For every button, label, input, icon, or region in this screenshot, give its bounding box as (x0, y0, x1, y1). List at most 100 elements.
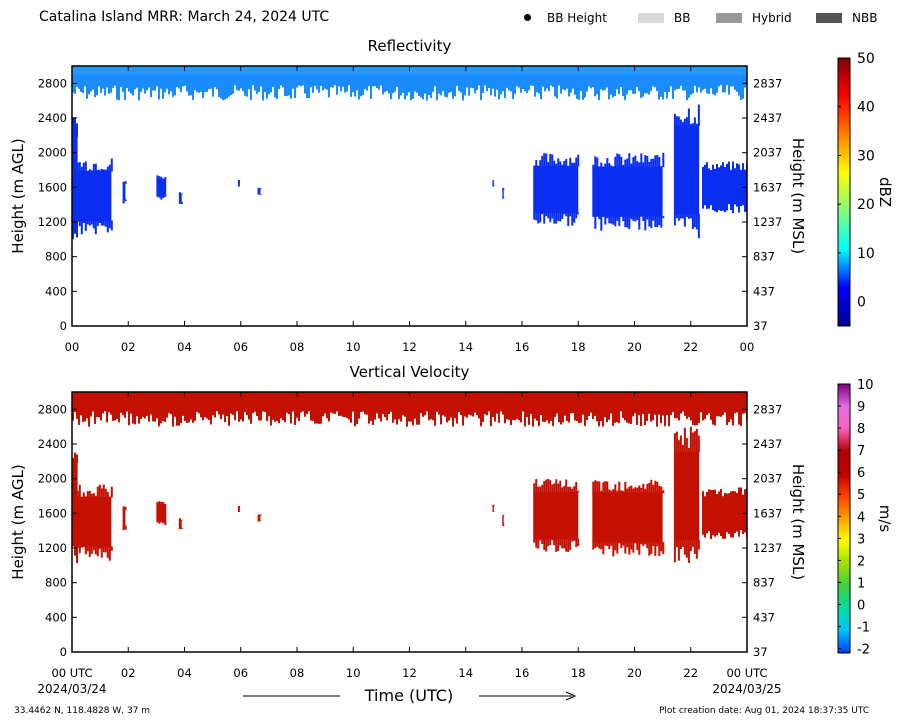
echo-streak (190, 84, 192, 96)
x-tick-label: 10 (346, 340, 361, 354)
echo-streak (334, 410, 336, 414)
echo-streak (642, 410, 644, 415)
echo-streak (160, 176, 163, 180)
echo-streak (514, 84, 516, 94)
echo-streak (314, 84, 316, 86)
echo-streak (672, 84, 674, 99)
echo-streak (530, 410, 532, 415)
echo-streak (132, 410, 134, 424)
echo-streak (414, 84, 416, 92)
echo-streak (672, 410, 674, 412)
echo-streak (673, 213, 676, 226)
echo-streak (630, 542, 633, 550)
echo-streak (602, 410, 604, 427)
echo-streak (604, 481, 607, 494)
echo-streak (214, 410, 216, 418)
x-tick-label: 16 (515, 666, 530, 680)
echo-streak (522, 410, 524, 412)
echo-streak (628, 410, 630, 424)
echo-streak (306, 84, 308, 99)
echo-streak (160, 84, 162, 89)
echo-streak (82, 410, 84, 422)
echo-streak (120, 84, 122, 87)
echo-streak (104, 488, 107, 498)
echo-streak (693, 431, 696, 453)
echo-streak (535, 538, 538, 548)
colorbar-gradient (837, 383, 851, 654)
echo-streak (156, 521, 159, 523)
echo-streak (252, 410, 254, 414)
echo-streak (604, 542, 607, 546)
echo-streak (154, 410, 156, 422)
echo-streak (312, 410, 314, 421)
echo-streak (662, 216, 665, 219)
echo-streak (538, 84, 540, 94)
echo-region (492, 180, 495, 187)
colorbar-tick-label: 4 (857, 510, 865, 525)
echo-streak (533, 538, 536, 543)
echo-streak (92, 410, 94, 412)
echo-streak (600, 542, 603, 550)
echo-streak (94, 546, 97, 555)
echo-streak (744, 84, 746, 88)
echo-streak (584, 84, 586, 98)
echo-streak (84, 84, 86, 87)
echo-streak (330, 84, 332, 88)
echo-streak (692, 84, 694, 94)
echo-streak (532, 84, 534, 87)
echo-streak (510, 410, 512, 426)
echo-streak (592, 410, 594, 420)
echo-streak (652, 410, 654, 421)
echo-streak (694, 410, 696, 426)
echo-streak (400, 84, 402, 96)
echo-streak (565, 479, 568, 493)
echo-streak (156, 501, 159, 506)
echo-streak (716, 203, 718, 213)
echo-streak (350, 410, 352, 423)
echo-streak (106, 84, 108, 88)
echo-streak (248, 410, 250, 420)
echo-streak (152, 410, 154, 422)
echo-streak (726, 529, 728, 533)
echo-streak (608, 542, 611, 550)
echo-core (592, 492, 663, 543)
echo-streak (612, 216, 615, 225)
echo-streak (428, 410, 430, 421)
echo-core (492, 506, 494, 512)
echo-streak (366, 84, 368, 91)
echo-region (156, 501, 167, 526)
echo-streak (536, 84, 538, 93)
echo-streak (96, 486, 99, 498)
echo-streak (74, 486, 77, 498)
colorbar-tick-label: 10 (857, 246, 875, 262)
echo-streak (460, 410, 462, 416)
echo-streak (212, 410, 214, 416)
echo-streak (596, 410, 598, 422)
echo-streak (728, 410, 730, 423)
echo-streak (84, 496, 87, 498)
panel-title: Vertical Velocity (350, 363, 470, 381)
echo-streak (535, 212, 538, 221)
echo-streak (714, 84, 716, 96)
echo-streak (376, 84, 378, 88)
echo-streak (632, 410, 634, 417)
echo-streak (708, 489, 710, 498)
x-tick-label: 08 (290, 666, 305, 680)
echo-streak (82, 492, 85, 498)
echo-streak (242, 410, 244, 422)
echo-streak (72, 216, 74, 240)
echo-core (533, 491, 579, 540)
echo-streak (553, 212, 556, 224)
echo-streak (332, 84, 334, 88)
echo-streak (378, 84, 380, 90)
echo-streak (636, 410, 638, 425)
echo-streak (740, 410, 742, 427)
echo-streak (744, 203, 746, 212)
echo-streak (88, 84, 90, 95)
echo-streak (268, 84, 270, 95)
echo-streak (618, 154, 621, 168)
colorbar-tick-label: 30 (857, 148, 875, 164)
echo-streak (196, 84, 198, 92)
echo-streak (535, 479, 538, 493)
echo-streak (670, 84, 672, 87)
